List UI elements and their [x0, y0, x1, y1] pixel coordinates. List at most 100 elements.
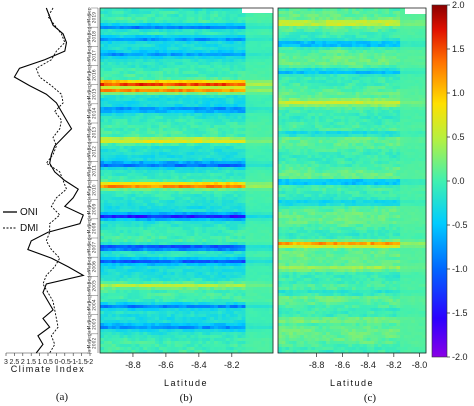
heatmap-cell	[100, 236, 105, 240]
heatmap-cell	[257, 194, 262, 198]
heatmap-cell	[186, 134, 191, 138]
heatmap-cell	[214, 131, 219, 135]
heatmap-cell	[210, 287, 215, 291]
heatmap-cell	[194, 179, 199, 183]
heatmap-cell	[202, 299, 207, 303]
heatmap-cell	[127, 98, 132, 102]
heatmap-cell	[237, 32, 242, 36]
heatmap-cell	[103, 230, 109, 234]
heatmap-cell	[107, 44, 113, 48]
heatmap-cell	[178, 311, 183, 315]
year-label: 2019	[92, 12, 98, 24]
heatmap-cell	[135, 257, 140, 261]
heatmap-cell	[162, 332, 168, 336]
heatmap-cell	[147, 152, 152, 156]
heatmap-cell	[103, 263, 109, 267]
heatmap-cell	[135, 191, 140, 195]
heatmap-b-cells	[100, 8, 274, 354]
heatmap-cell	[265, 59, 270, 63]
heatmap-cell	[143, 152, 148, 156]
heatmap-cell	[233, 119, 239, 123]
heatmap-cell	[182, 203, 187, 207]
heatmap-cell	[265, 182, 270, 186]
heatmap-cell	[111, 329, 117, 333]
heatmap-cell	[237, 50, 242, 54]
heatmap-cell	[269, 101, 274, 105]
heatmap-cell	[237, 86, 242, 90]
heatmap-cell	[162, 77, 168, 81]
heatmap-cell	[100, 281, 105, 285]
heatmap-cell	[166, 212, 172, 216]
heatmap-cell	[241, 212, 246, 216]
heatmap-cell	[202, 98, 207, 102]
heatmap-cell	[135, 20, 140, 24]
heatmap-cell	[217, 245, 223, 249]
heatmap-cell	[127, 173, 132, 177]
heatmap-cell	[162, 62, 168, 66]
heatmap-cell	[269, 296, 274, 300]
heatmap-cell	[257, 104, 262, 108]
heatmap-cell	[210, 203, 215, 207]
heatmap-cell	[190, 110, 195, 114]
heatmap-cell	[182, 107, 187, 111]
heatmap-cell	[261, 335, 266, 339]
heatmap-cell	[135, 11, 140, 15]
heatmap-cell	[249, 293, 254, 297]
heatmap-cell	[127, 290, 132, 294]
heatmap-cell	[151, 17, 156, 21]
heatmap-cell	[162, 272, 168, 276]
heatmap-cell	[147, 185, 152, 189]
heatmap-cell	[190, 176, 195, 180]
heatmap-cell	[158, 56, 164, 60]
heatmap-cell	[202, 14, 207, 18]
heatmap-cell	[198, 104, 203, 108]
heatmap-cell	[194, 212, 199, 216]
heatmap-cell	[233, 326, 239, 330]
heatmap-cell	[221, 77, 227, 81]
heatmap-cell	[162, 185, 168, 189]
heatmap-cell	[221, 209, 227, 213]
heatmap-cell	[249, 296, 254, 300]
heatmap-cell	[174, 314, 180, 318]
heatmap-cell	[233, 215, 239, 219]
heatmap-cell	[198, 218, 203, 222]
heatmap-cell	[190, 146, 195, 150]
heatmap-cell	[214, 281, 219, 285]
heatmap-cell	[178, 173, 183, 177]
heatmap-cell	[233, 152, 239, 156]
heatmap-cell	[158, 335, 164, 339]
heatmap-cell	[170, 17, 176, 21]
heatmap-cell	[202, 17, 207, 21]
heatmap-cell	[139, 8, 144, 12]
heatmap-cell	[265, 287, 270, 291]
heatmap-cell	[100, 200, 105, 204]
heatmap-cell	[206, 272, 211, 276]
heatmap-cell	[158, 14, 164, 18]
heatmap-cell	[225, 239, 231, 243]
heatmap-cell	[170, 77, 176, 81]
heatmap-cell	[221, 236, 227, 240]
heatmap-cell	[170, 296, 176, 300]
heatmap-cell	[162, 113, 168, 117]
month-label: May	[87, 186, 93, 196]
heatmap-cell	[143, 278, 148, 282]
heatmap-cell	[107, 35, 113, 39]
heatmap-cell	[111, 170, 117, 174]
heatmap-cell	[261, 296, 266, 300]
heatmap-cell	[174, 134, 180, 138]
heatmap-cell	[190, 257, 195, 261]
heatmap-cell	[249, 59, 254, 63]
heatmap-cell	[210, 164, 215, 168]
heatmap-cell	[269, 251, 274, 255]
heatmap-cell	[225, 323, 231, 327]
heatmap-cell	[111, 206, 117, 210]
heatmap-cell	[194, 137, 199, 141]
heatmap-cell	[151, 44, 156, 48]
heatmap-cell	[190, 158, 195, 162]
heatmap-cell	[269, 137, 274, 141]
heatmap-cell	[217, 200, 223, 204]
heatmap-cell	[225, 125, 231, 129]
heatmap-cell	[158, 203, 164, 207]
heatmap-cell	[131, 170, 136, 174]
heatmap-cell	[210, 122, 215, 126]
